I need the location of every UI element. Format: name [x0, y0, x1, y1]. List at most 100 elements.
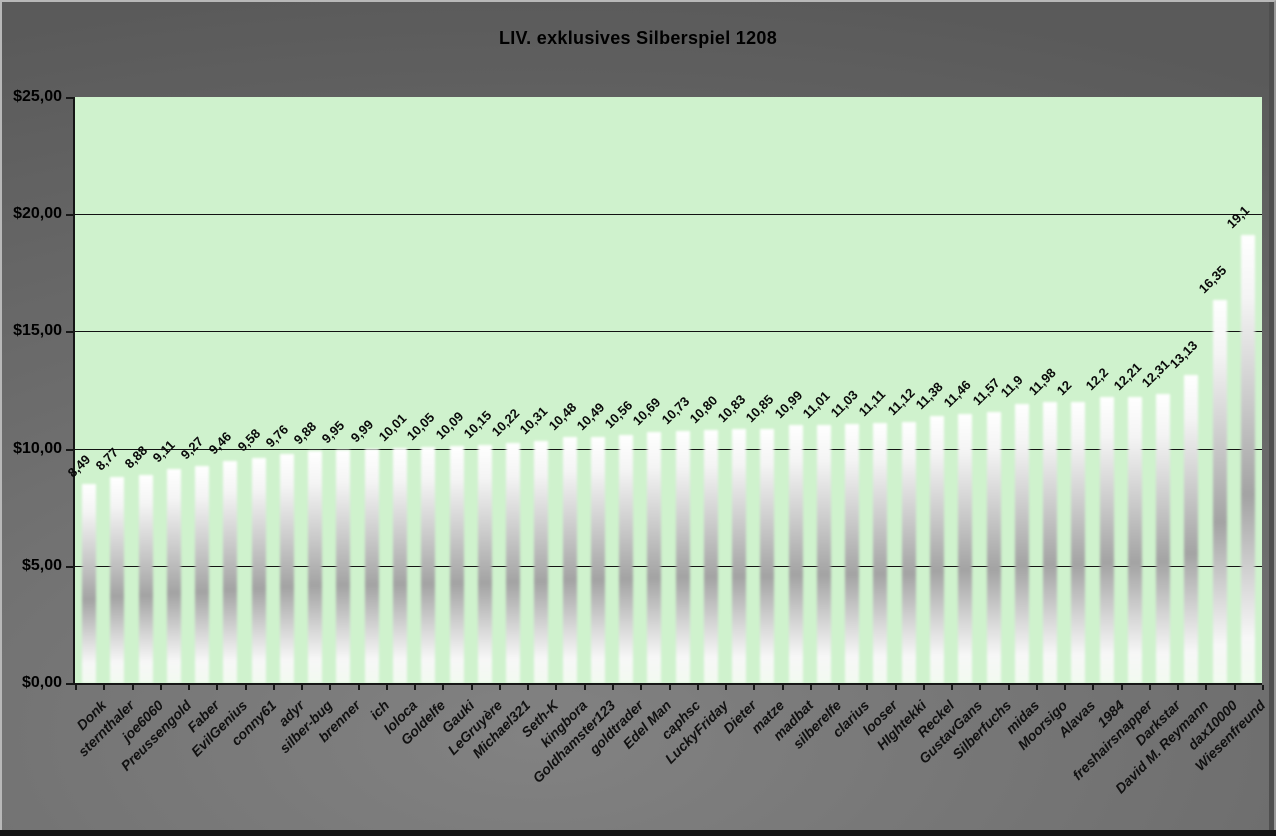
bar-GustavGans — [958, 414, 972, 683]
x-tick — [245, 685, 247, 690]
bar-Donk — [82, 484, 96, 683]
x-tick — [188, 685, 190, 690]
bar-Goldhamster123 — [591, 437, 605, 683]
x-tick — [866, 685, 868, 690]
x-tick — [669, 685, 671, 690]
bar-madbat — [789, 425, 803, 683]
x-tick — [160, 685, 162, 690]
bar-David M. Reymann — [1184, 375, 1198, 683]
x-tick — [1121, 685, 1123, 690]
bar-silberelfe — [817, 425, 831, 683]
bar-kingbora — [563, 437, 577, 683]
y-axis-label-25: $25,00 — [13, 88, 62, 105]
plot-area — [75, 97, 1262, 683]
bar-dax10000 — [1213, 300, 1227, 683]
chart-title: LIV. exklusives Silberspiel 1208 — [498, 28, 778, 48]
bar-LeGruyère — [478, 445, 492, 683]
x-tick — [1177, 685, 1179, 690]
bar-Seth-K — [534, 441, 548, 683]
x-tick — [301, 685, 303, 690]
x-tick — [951, 685, 953, 690]
bar-1984 — [1100, 397, 1114, 683]
y-axis-label-20: $20,00 — [13, 205, 62, 222]
y-axis-label-5: $5,00 — [21, 557, 62, 574]
x-tick — [273, 685, 275, 690]
x-tick — [527, 685, 529, 690]
y-tick — [66, 449, 73, 451]
bar-ich — [365, 449, 379, 683]
bar-matze — [760, 429, 774, 683]
gridline-15 — [75, 331, 1262, 332]
x-tick — [1036, 685, 1038, 690]
bar-Silberfuchs — [987, 412, 1001, 683]
bar-clarius — [845, 424, 859, 683]
bar-sternthaler — [110, 477, 124, 683]
x-tick — [753, 685, 755, 690]
bar-caphsc — [676, 431, 690, 683]
bar-adyr — [280, 454, 294, 683]
bar-Reckel — [930, 416, 944, 683]
y-axis-label-0: $0,00 — [21, 674, 62, 691]
bar-brenner — [336, 450, 350, 683]
x-axis-line — [73, 683, 1262, 685]
y-tick — [66, 214, 73, 216]
bar-Dieter — [732, 429, 746, 683]
gridline-20 — [75, 214, 1262, 215]
y-tick — [66, 566, 73, 568]
x-tick — [471, 685, 473, 690]
x-tick — [1064, 685, 1066, 690]
x-tick — [386, 685, 388, 690]
x-tick — [612, 685, 614, 690]
frame-right-shadow — [1269, 0, 1274, 836]
x-tick — [499, 685, 501, 690]
y-tick — [66, 331, 73, 333]
x-tick — [216, 685, 218, 690]
frame-bottom-shadow — [0, 830, 1276, 836]
bar-freshairsnapper — [1128, 397, 1142, 683]
x-tick — [725, 685, 727, 690]
x-tick — [782, 685, 784, 690]
x-tick — [555, 685, 557, 690]
x-tick — [810, 685, 812, 690]
bar-Goldelfe — [421, 447, 435, 683]
x-tick — [1149, 685, 1151, 690]
bar-EvilGenius — [223, 461, 237, 683]
bar-looser — [873, 423, 887, 683]
bar-Michael321 — [506, 443, 520, 683]
x-tick — [103, 685, 105, 690]
bar-LuckyFriday — [704, 430, 718, 683]
x-tick — [358, 685, 360, 690]
x-tick — [895, 685, 897, 690]
y-axis-line — [73, 97, 75, 685]
x-tick — [329, 685, 331, 690]
bar-Faber — [195, 466, 209, 683]
bar-Edel Man — [647, 432, 661, 683]
gridline-5 — [75, 566, 1262, 567]
y-tick — [66, 97, 73, 99]
x-tick — [1092, 685, 1094, 690]
bar-goldtrader — [619, 435, 633, 683]
bar-Gauki — [450, 446, 464, 683]
x-tick — [1262, 685, 1264, 690]
x-tick — [414, 685, 416, 690]
bar-joe6060 — [139, 475, 153, 683]
bar-Darkstar — [1156, 394, 1170, 683]
x-tick — [75, 685, 77, 690]
bar-Alavas — [1071, 402, 1085, 683]
x-tick — [442, 685, 444, 690]
y-tick — [66, 683, 73, 685]
x-tick — [979, 685, 981, 690]
x-tick — [838, 685, 840, 690]
x-tick — [1234, 685, 1236, 690]
x-tick — [1008, 685, 1010, 690]
bar-conny61 — [252, 458, 266, 683]
bar-loloca — [393, 448, 407, 683]
y-axis-label-15: $15,00 — [13, 322, 62, 339]
bar-silber-bug — [308, 451, 322, 683]
x-tick — [584, 685, 586, 690]
bar-midas — [1015, 404, 1029, 683]
x-tick — [1205, 685, 1207, 690]
x-tick — [640, 685, 642, 690]
bar-Wiesenfreund — [1241, 235, 1255, 683]
